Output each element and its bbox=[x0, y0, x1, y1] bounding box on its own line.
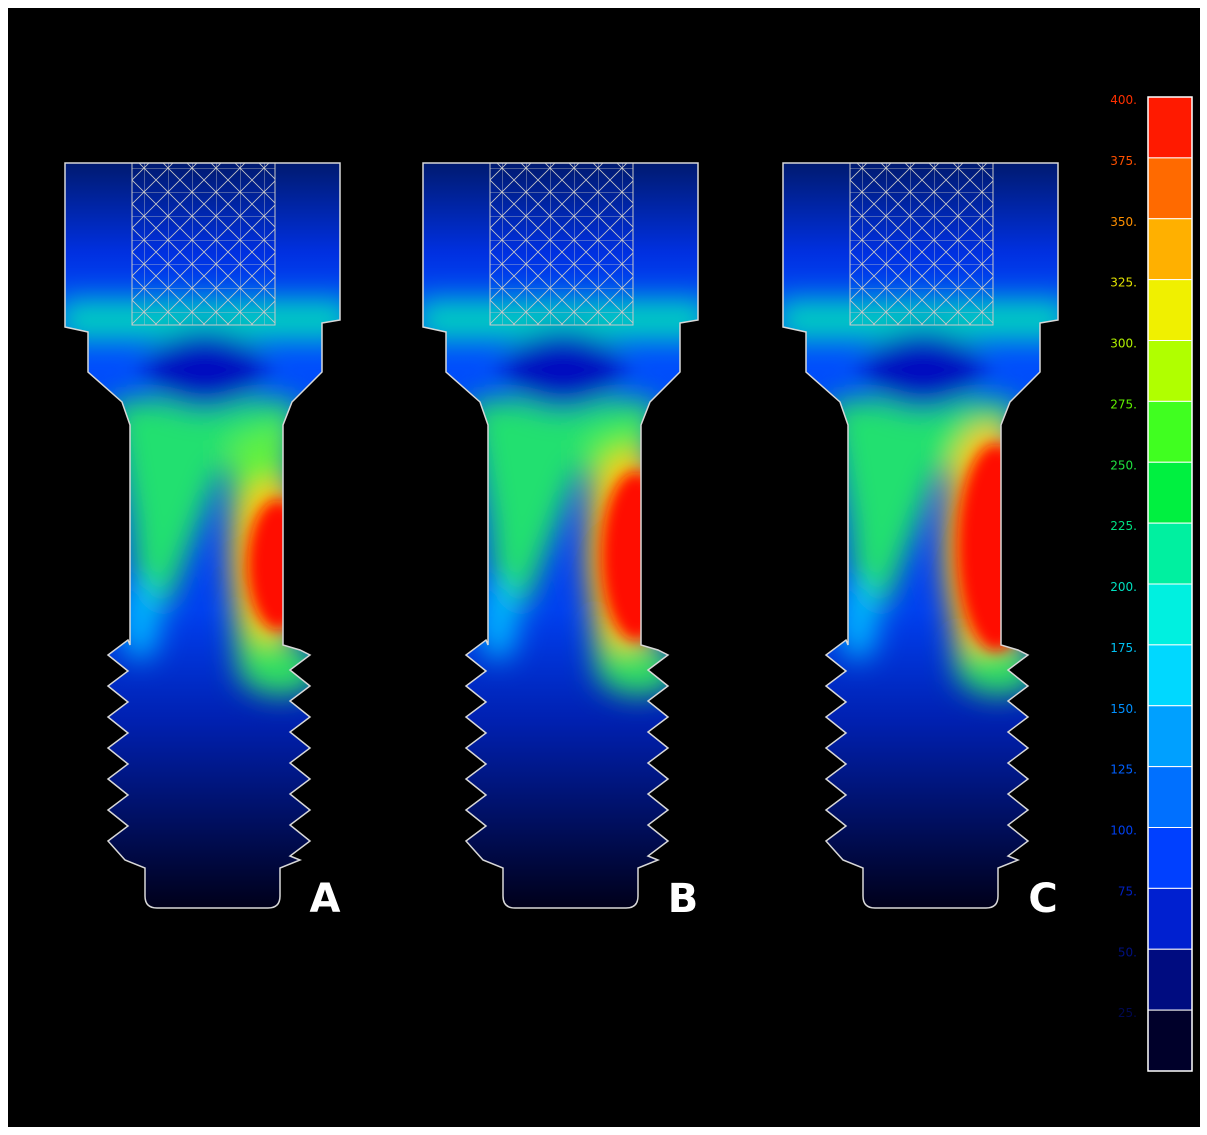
figure: A B C 400. 375. 350. 325. 300. 275. 250. 225. 200.… bbox=[0, 0, 1207, 1135]
colorbar-label: 350. bbox=[1110, 215, 1137, 229]
panel-label: B bbox=[668, 876, 699, 922]
panels: A B C bbox=[60, 163, 1068, 922]
colorbar-label: 50. bbox=[1118, 945, 1137, 959]
colorbar-label: 400. bbox=[1110, 93, 1137, 107]
colorbar-segment bbox=[1148, 97, 1192, 158]
mesh bbox=[850, 163, 993, 325]
colorbar-label: 150. bbox=[1110, 702, 1137, 716]
colorbar-label: 325. bbox=[1110, 276, 1137, 290]
dark-core bbox=[863, 330, 983, 410]
colorbar-label: 200. bbox=[1110, 580, 1137, 594]
panel-label: A bbox=[310, 876, 341, 922]
colorbar-label: 175. bbox=[1110, 641, 1137, 655]
colorbar-label: 250. bbox=[1110, 458, 1137, 472]
dark-core bbox=[145, 330, 265, 410]
colorbar-segment bbox=[1148, 401, 1192, 462]
mesh bbox=[132, 163, 275, 325]
colorbar-label: 100. bbox=[1110, 824, 1137, 838]
colorbar-segment bbox=[1148, 341, 1192, 402]
colorbar-segment bbox=[1148, 949, 1192, 1010]
colorbar-label: 25. bbox=[1118, 1006, 1137, 1020]
colorbar-segment bbox=[1148, 462, 1192, 523]
colorbar-segment bbox=[1148, 828, 1192, 889]
colorbar-segment bbox=[1148, 645, 1192, 706]
colorbar-segment bbox=[1148, 584, 1192, 645]
colorbar-label: 75. bbox=[1118, 884, 1137, 898]
mesh bbox=[490, 163, 633, 325]
colorbar-segment bbox=[1148, 888, 1192, 949]
colorbar-label: 275. bbox=[1110, 397, 1137, 411]
colorbar-segment bbox=[1148, 706, 1192, 767]
colorbar-segment bbox=[1148, 767, 1192, 828]
panel-label: C bbox=[1028, 876, 1057, 922]
colorbar-label: 300. bbox=[1110, 337, 1137, 351]
colorbar-label: 225. bbox=[1110, 519, 1137, 533]
dark-core bbox=[503, 330, 623, 410]
colorbar-label: 125. bbox=[1110, 763, 1137, 777]
colorbar-label: 375. bbox=[1110, 154, 1137, 168]
colorbar-segment bbox=[1148, 280, 1192, 341]
colorbar-segment bbox=[1148, 1010, 1192, 1071]
colorbar-segment bbox=[1148, 523, 1192, 584]
colorbar-segment bbox=[1148, 219, 1192, 280]
colorbar-segment bbox=[1148, 158, 1192, 219]
